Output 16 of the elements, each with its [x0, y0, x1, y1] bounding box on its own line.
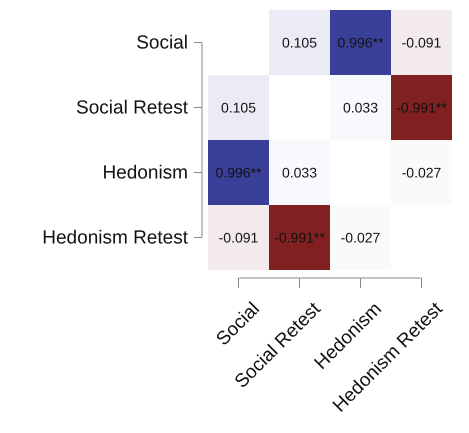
data-label: -0.091	[218, 230, 259, 246]
data-label: 0.105	[220, 100, 256, 116]
data-label: 0.033	[282, 164, 318, 180]
data-label: -0.091	[402, 34, 442, 50]
y-tick-label: Hedonism	[102, 162, 188, 184]
y-tick-label: Social	[136, 32, 188, 54]
data-label: -0.991**	[274, 230, 326, 246]
data-label: -0.027	[402, 164, 442, 180]
data-label: 0.996**	[338, 34, 384, 50]
data-label: 0.033	[342, 100, 378, 116]
data-label: -0.027	[340, 230, 381, 246]
data-label: 0.105	[282, 34, 318, 50]
y-tick-label: Social Retest	[76, 98, 189, 119]
data-label: -0.991**	[396, 100, 448, 116]
data-label: 0.996**	[216, 164, 262, 180]
y-tick-label: Hedonism Retest	[42, 228, 189, 249]
